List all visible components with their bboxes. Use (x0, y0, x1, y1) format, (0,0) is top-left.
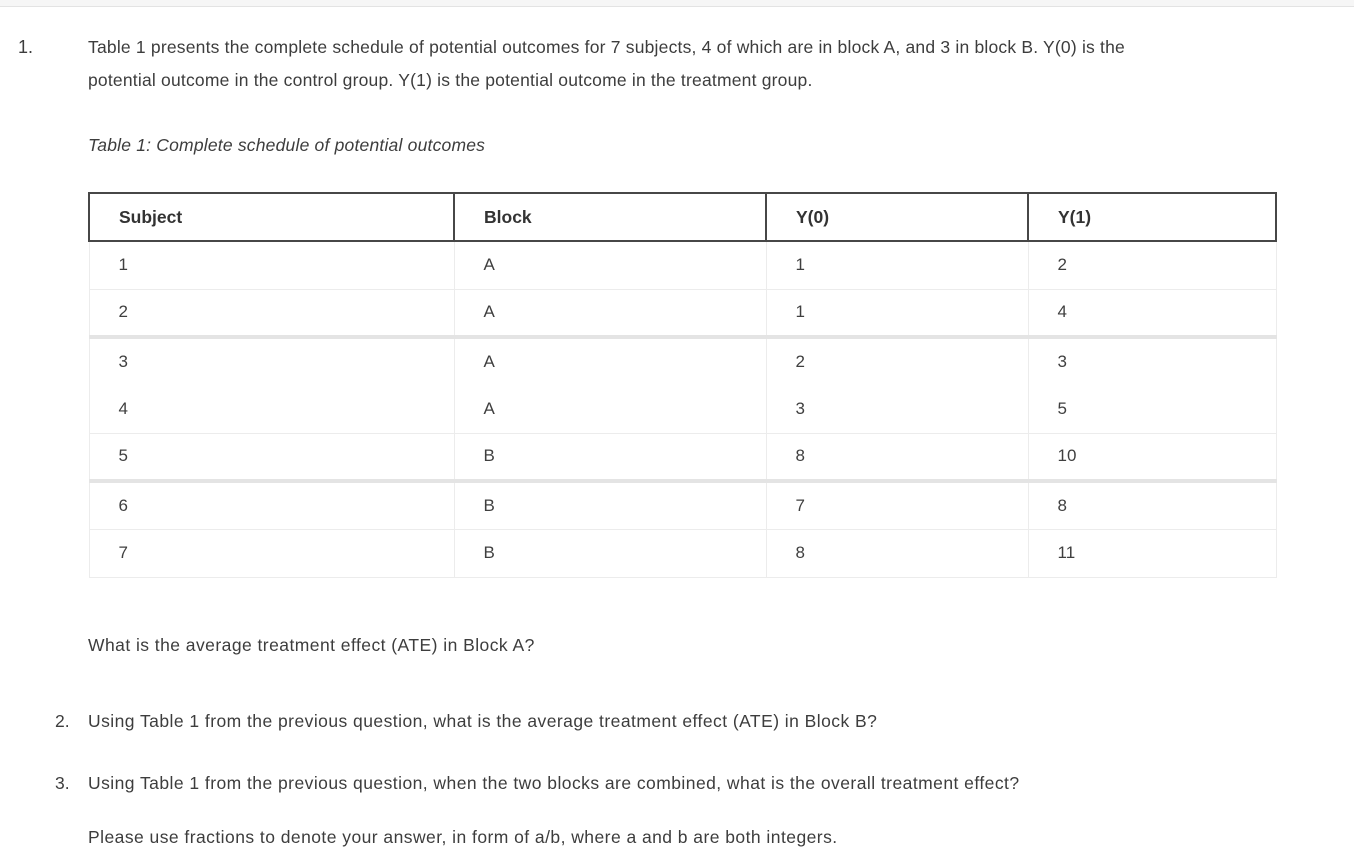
table-row-subject-7: 7 B 8 11 (88, 528, 1277, 578)
cell-y0: 8 (766, 432, 1029, 481)
question-2: 2. Using Table 1 from the previous quest… (55, 708, 1354, 735)
cell-y1: 2 (1028, 240, 1277, 289)
table-row-subject-4: 4 A 3 5 (88, 385, 1277, 433)
cell-y1: 4 (1028, 288, 1277, 337)
question-1-followup: What is the average treatment effect (AT… (88, 634, 535, 655)
cell-block: A (454, 288, 767, 337)
cell-subject: 2 (88, 288, 455, 337)
cell-y0: 3 (766, 385, 1029, 433)
col-header-block: Block (453, 192, 766, 242)
cell-y1: 3 (1028, 335, 1277, 385)
table-row-subject-2: 2 A 1 4 (88, 288, 1277, 337)
cell-block: A (454, 240, 767, 289)
question-2-text: Using Table 1 from the previous question… (88, 710, 878, 731)
table-row-subject-6: 6 B 7 8 (88, 479, 1277, 529)
cell-y1: 5 (1028, 385, 1277, 433)
cell-subject: 4 (88, 385, 455, 433)
question-2-number: 2. (55, 710, 70, 731)
table-caption: Table 1: Complete schedule of potential … (88, 135, 486, 155)
question-3-number: 3. (55, 772, 70, 793)
question-3-text: Using Table 1 from the previous question… (88, 772, 1020, 793)
table-header-row: Subject Block Y(0) Y(1) (88, 192, 1277, 242)
question-1-text: Table 1 presents the complete schedule o… (88, 37, 1125, 90)
cell-block: B (454, 432, 767, 481)
question-1: 1. Table 1 presents the complete schedul… (18, 31, 1354, 97)
table-row-subject-3: 3 A 2 3 (88, 335, 1277, 385)
cell-y0: 2 (766, 335, 1029, 385)
cell-y1: 8 (1028, 479, 1277, 529)
cell-y1: 10 (1028, 432, 1277, 481)
cell-subject: 1 (88, 240, 455, 289)
col-header-subject: Subject (88, 192, 454, 242)
cell-subject: 5 (88, 432, 455, 481)
cell-block: A (454, 385, 767, 433)
cell-subject: 6 (88, 479, 455, 529)
cell-y0: 7 (766, 479, 1029, 529)
top-strip (0, 0, 1354, 7)
col-header-y0: Y(0) (765, 192, 1028, 242)
cell-block: B (454, 528, 767, 578)
potential-outcomes-table: Subject Block Y(0) Y(1) 1 A 1 2 2 A 1 4 … (88, 192, 1277, 578)
cell-y0: 1 (766, 240, 1029, 289)
table-row-subject-1: 1 A 1 2 (88, 240, 1277, 289)
cell-subject: 3 (88, 335, 455, 385)
table-row-subject-5: 5 B 8 10 (88, 432, 1277, 481)
question-3: 3. Using Table 1 from the previous quest… (55, 770, 1354, 797)
cell-y1: 11 (1028, 528, 1277, 578)
cell-y0: 1 (766, 288, 1029, 337)
col-header-y1: Y(1) (1027, 192, 1277, 242)
cell-subject: 7 (88, 528, 455, 578)
question-3-note: Please use fractions to denote your answ… (88, 826, 838, 847)
cell-block: A (454, 335, 767, 385)
cell-block: B (454, 479, 767, 529)
cell-y0: 8 (766, 528, 1029, 578)
question-1-number: 1. (18, 37, 34, 57)
